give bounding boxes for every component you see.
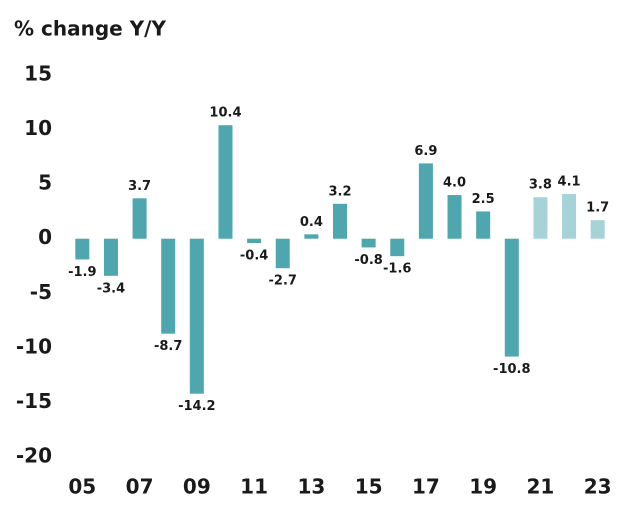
- x-tick-label: 05: [68, 475, 96, 499]
- bar: [161, 238, 176, 334]
- bar: [275, 238, 290, 269]
- bar: [189, 238, 204, 394]
- value-label: -8.7: [154, 339, 182, 354]
- y-tick-label: 5: [38, 171, 52, 195]
- bar: [590, 220, 605, 239]
- value-label: -0.8: [354, 253, 382, 268]
- y-tick-label: -20: [16, 444, 52, 468]
- bar: [418, 163, 433, 239]
- bar: [562, 193, 577, 239]
- value-label: 4.0: [443, 176, 466, 191]
- x-tick-label: 13: [297, 475, 325, 499]
- value-label: -10.8: [493, 362, 530, 377]
- y-tick-label: -5: [30, 280, 52, 304]
- x-tick-label: 15: [355, 475, 383, 499]
- bar: [447, 195, 462, 239]
- value-label: -1.9: [68, 265, 96, 280]
- bar: [476, 211, 491, 239]
- value-label: -0.4: [240, 249, 268, 264]
- bar: [333, 203, 347, 239]
- bar: [504, 238, 519, 357]
- y-tick-label: -10: [16, 334, 52, 358]
- x-tick-label: 19: [469, 475, 497, 499]
- y-tick-label: -15: [16, 389, 52, 413]
- x-tick-label: 09: [183, 475, 211, 499]
- value-label: -3.4: [97, 281, 125, 296]
- x-tick-label: 23: [584, 475, 612, 499]
- bar: [218, 125, 233, 239]
- x-tick-label: 07: [126, 475, 154, 499]
- value-label: -2.7: [269, 274, 297, 289]
- y-tick-label: 10: [24, 116, 52, 140]
- x-tick-label: 17: [412, 475, 440, 499]
- value-label: 4.1: [558, 174, 581, 189]
- value-label: 3.7: [128, 179, 151, 194]
- bar: [247, 238, 262, 244]
- value-label: 2.5: [472, 192, 495, 207]
- x-tick-label: 11: [240, 475, 268, 499]
- bar: [75, 238, 90, 260]
- bar: [390, 238, 405, 257]
- y-tick-label: 15: [24, 62, 52, 86]
- chart-title: % change Y/Y: [14, 17, 166, 41]
- value-label: 10.4: [209, 106, 241, 121]
- value-label: 3.2: [328, 184, 351, 199]
- bar: [361, 238, 376, 248]
- y-tick-label: 0: [38, 225, 52, 249]
- value-label: 6.9: [414, 144, 437, 159]
- bar: [304, 234, 319, 239]
- value-label: 0.4: [300, 215, 323, 230]
- value-label: 1.7: [586, 201, 609, 216]
- bar: [533, 197, 548, 239]
- x-tick-label: 21: [526, 475, 554, 499]
- value-label: -1.6: [383, 262, 411, 277]
- bar: [132, 198, 147, 239]
- value-label: 3.8: [529, 178, 552, 193]
- bar: [103, 238, 118, 276]
- value-label: -14.2: [178, 399, 215, 414]
